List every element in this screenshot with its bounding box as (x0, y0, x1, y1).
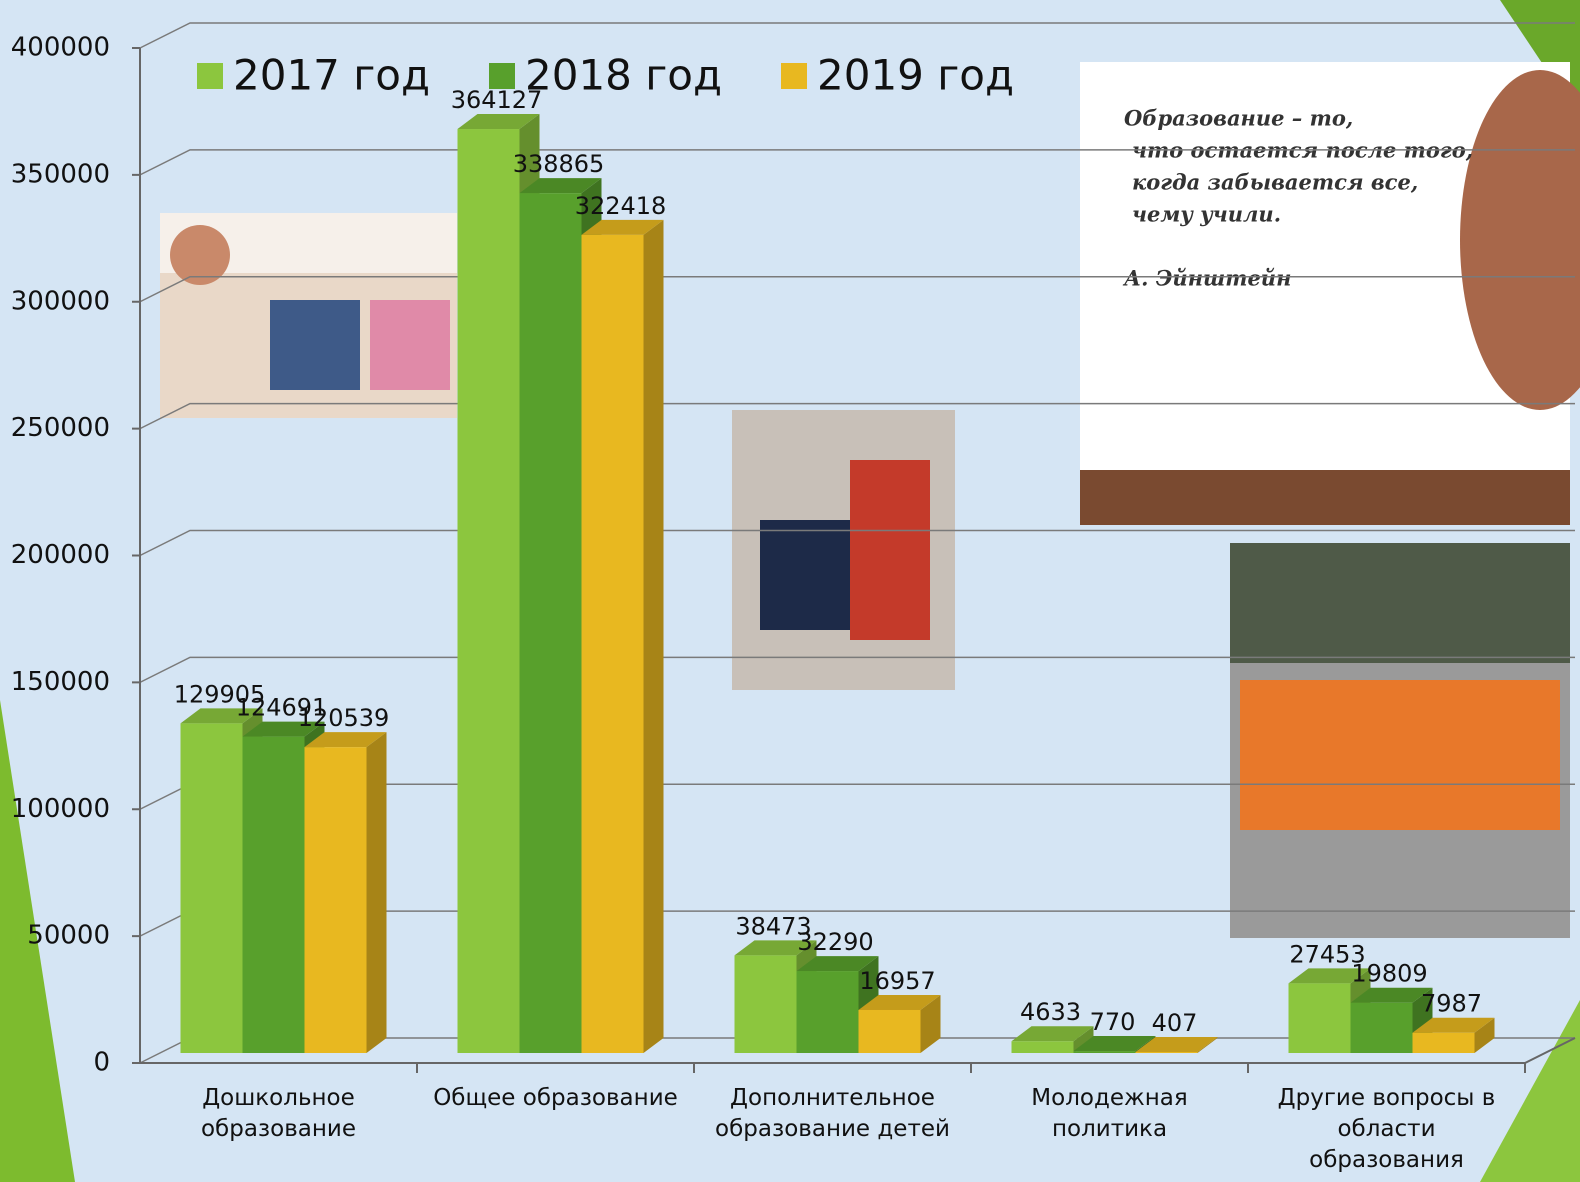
data-label: 124691 (236, 694, 328, 722)
data-label: 4633 (1020, 998, 1081, 1026)
y-tick-label: 150000 (11, 667, 110, 697)
data-label: 364127 (451, 86, 543, 114)
photo-part (270, 300, 360, 390)
bar-side (920, 994, 941, 1053)
bar-top (1011, 1026, 1094, 1042)
data-label: 32290 (797, 928, 873, 956)
bar (581, 234, 644, 1053)
bar (1350, 1002, 1413, 1053)
bar (1011, 1041, 1074, 1053)
bar-top (1350, 987, 1433, 1003)
y-tick-label: 400000 (11, 33, 110, 63)
x-tick-label: Другие вопросы в области образования (1277, 1085, 1496, 1173)
photo-part (1240, 680, 1560, 830)
x-tick-label: Молодежная политика (1031, 1085, 1188, 1142)
bar (1288, 983, 1351, 1053)
decor (1480, 1000, 1580, 1182)
y-tick-label: 200000 (11, 540, 110, 570)
y-tick-label: 250000 (11, 413, 110, 443)
x-tick-label: Общее образование (433, 1085, 678, 1111)
bar-top (1073, 1036, 1156, 1052)
x-tick-label: Дошкольное образование (200, 1085, 357, 1142)
data-label: 338865 (513, 150, 605, 178)
bar-top (457, 114, 540, 130)
bar-side (1073, 1026, 1094, 1053)
bar-top (581, 219, 664, 235)
bar-top (1412, 1017, 1495, 1033)
bar-top (242, 721, 325, 737)
quote-line: Образование – то, (1124, 106, 1353, 131)
bar-top (734, 940, 817, 956)
grid-line (139, 276, 1575, 303)
bar-top (858, 994, 941, 1010)
bar-top (519, 178, 602, 194)
bar (1412, 1032, 1475, 1053)
photo-part (1230, 543, 1570, 663)
photo-part (1080, 470, 1570, 525)
photo-part (170, 225, 230, 285)
bar-top (796, 956, 879, 972)
bar-side (1474, 1017, 1495, 1053)
data-label: 27453 (1289, 940, 1365, 968)
legend-label: 2018 год (525, 51, 722, 100)
bar-top (180, 708, 263, 724)
legend-swatch (197, 63, 223, 89)
photos (160, 62, 1580, 938)
bar (304, 747, 367, 1053)
bar-side (1197, 1036, 1218, 1053)
bar (734, 955, 797, 1053)
grid-line (139, 656, 1575, 684)
legend-label: 2017 год (233, 51, 430, 100)
bar (858, 1009, 921, 1053)
y-tick-label: 0 (93, 1048, 110, 1078)
bar (457, 129, 520, 1054)
data-label: 19809 (1351, 960, 1427, 988)
bar-top (304, 732, 387, 748)
y-tick-label: 300000 (11, 286, 110, 316)
data-label: 16957 (859, 967, 935, 995)
x-tick-label: Дополнительное образование детей (715, 1085, 950, 1142)
data-label: 7987 (1421, 990, 1482, 1018)
bar (1135, 1051, 1198, 1053)
y-tick-label: 50000 (27, 921, 110, 951)
bar (519, 193, 582, 1053)
quote-line: когда забывается все, (1132, 170, 1418, 195)
grid-line (139, 529, 1575, 557)
legend-swatch (489, 63, 515, 89)
legend-label: 2019 год (817, 51, 1014, 100)
photo-part (760, 520, 850, 630)
grid-line (139, 402, 1575, 430)
quote-line: чему учили. (1132, 202, 1281, 227)
bar-top (1288, 968, 1371, 984)
bar-top (1135, 1036, 1218, 1052)
y-tick-label: 100000 (11, 794, 110, 824)
decor (0, 700, 75, 1182)
grid-line (139, 22, 1575, 49)
data-label: 120539 (298, 704, 390, 732)
data-label: 38473 (735, 912, 811, 940)
legend-swatch (781, 63, 807, 89)
bar (242, 736, 305, 1053)
data-label: 129905 (174, 680, 266, 708)
photo-part (1460, 70, 1580, 410)
bar-side (366, 732, 387, 1053)
photo-part (850, 460, 930, 640)
bar-side (643, 219, 664, 1053)
bar (796, 971, 859, 1053)
data-label: 322418 (575, 192, 667, 220)
data-label: 770 (1090, 1008, 1136, 1036)
bar (180, 723, 243, 1053)
grid-line (139, 149, 1575, 176)
photo-part (370, 300, 450, 390)
y-tick-label: 350000 (11, 159, 110, 189)
quote-author: А. Эйнштейн (1122, 266, 1291, 291)
data-label: 407 (1152, 1009, 1198, 1037)
bar (1073, 1051, 1136, 1053)
